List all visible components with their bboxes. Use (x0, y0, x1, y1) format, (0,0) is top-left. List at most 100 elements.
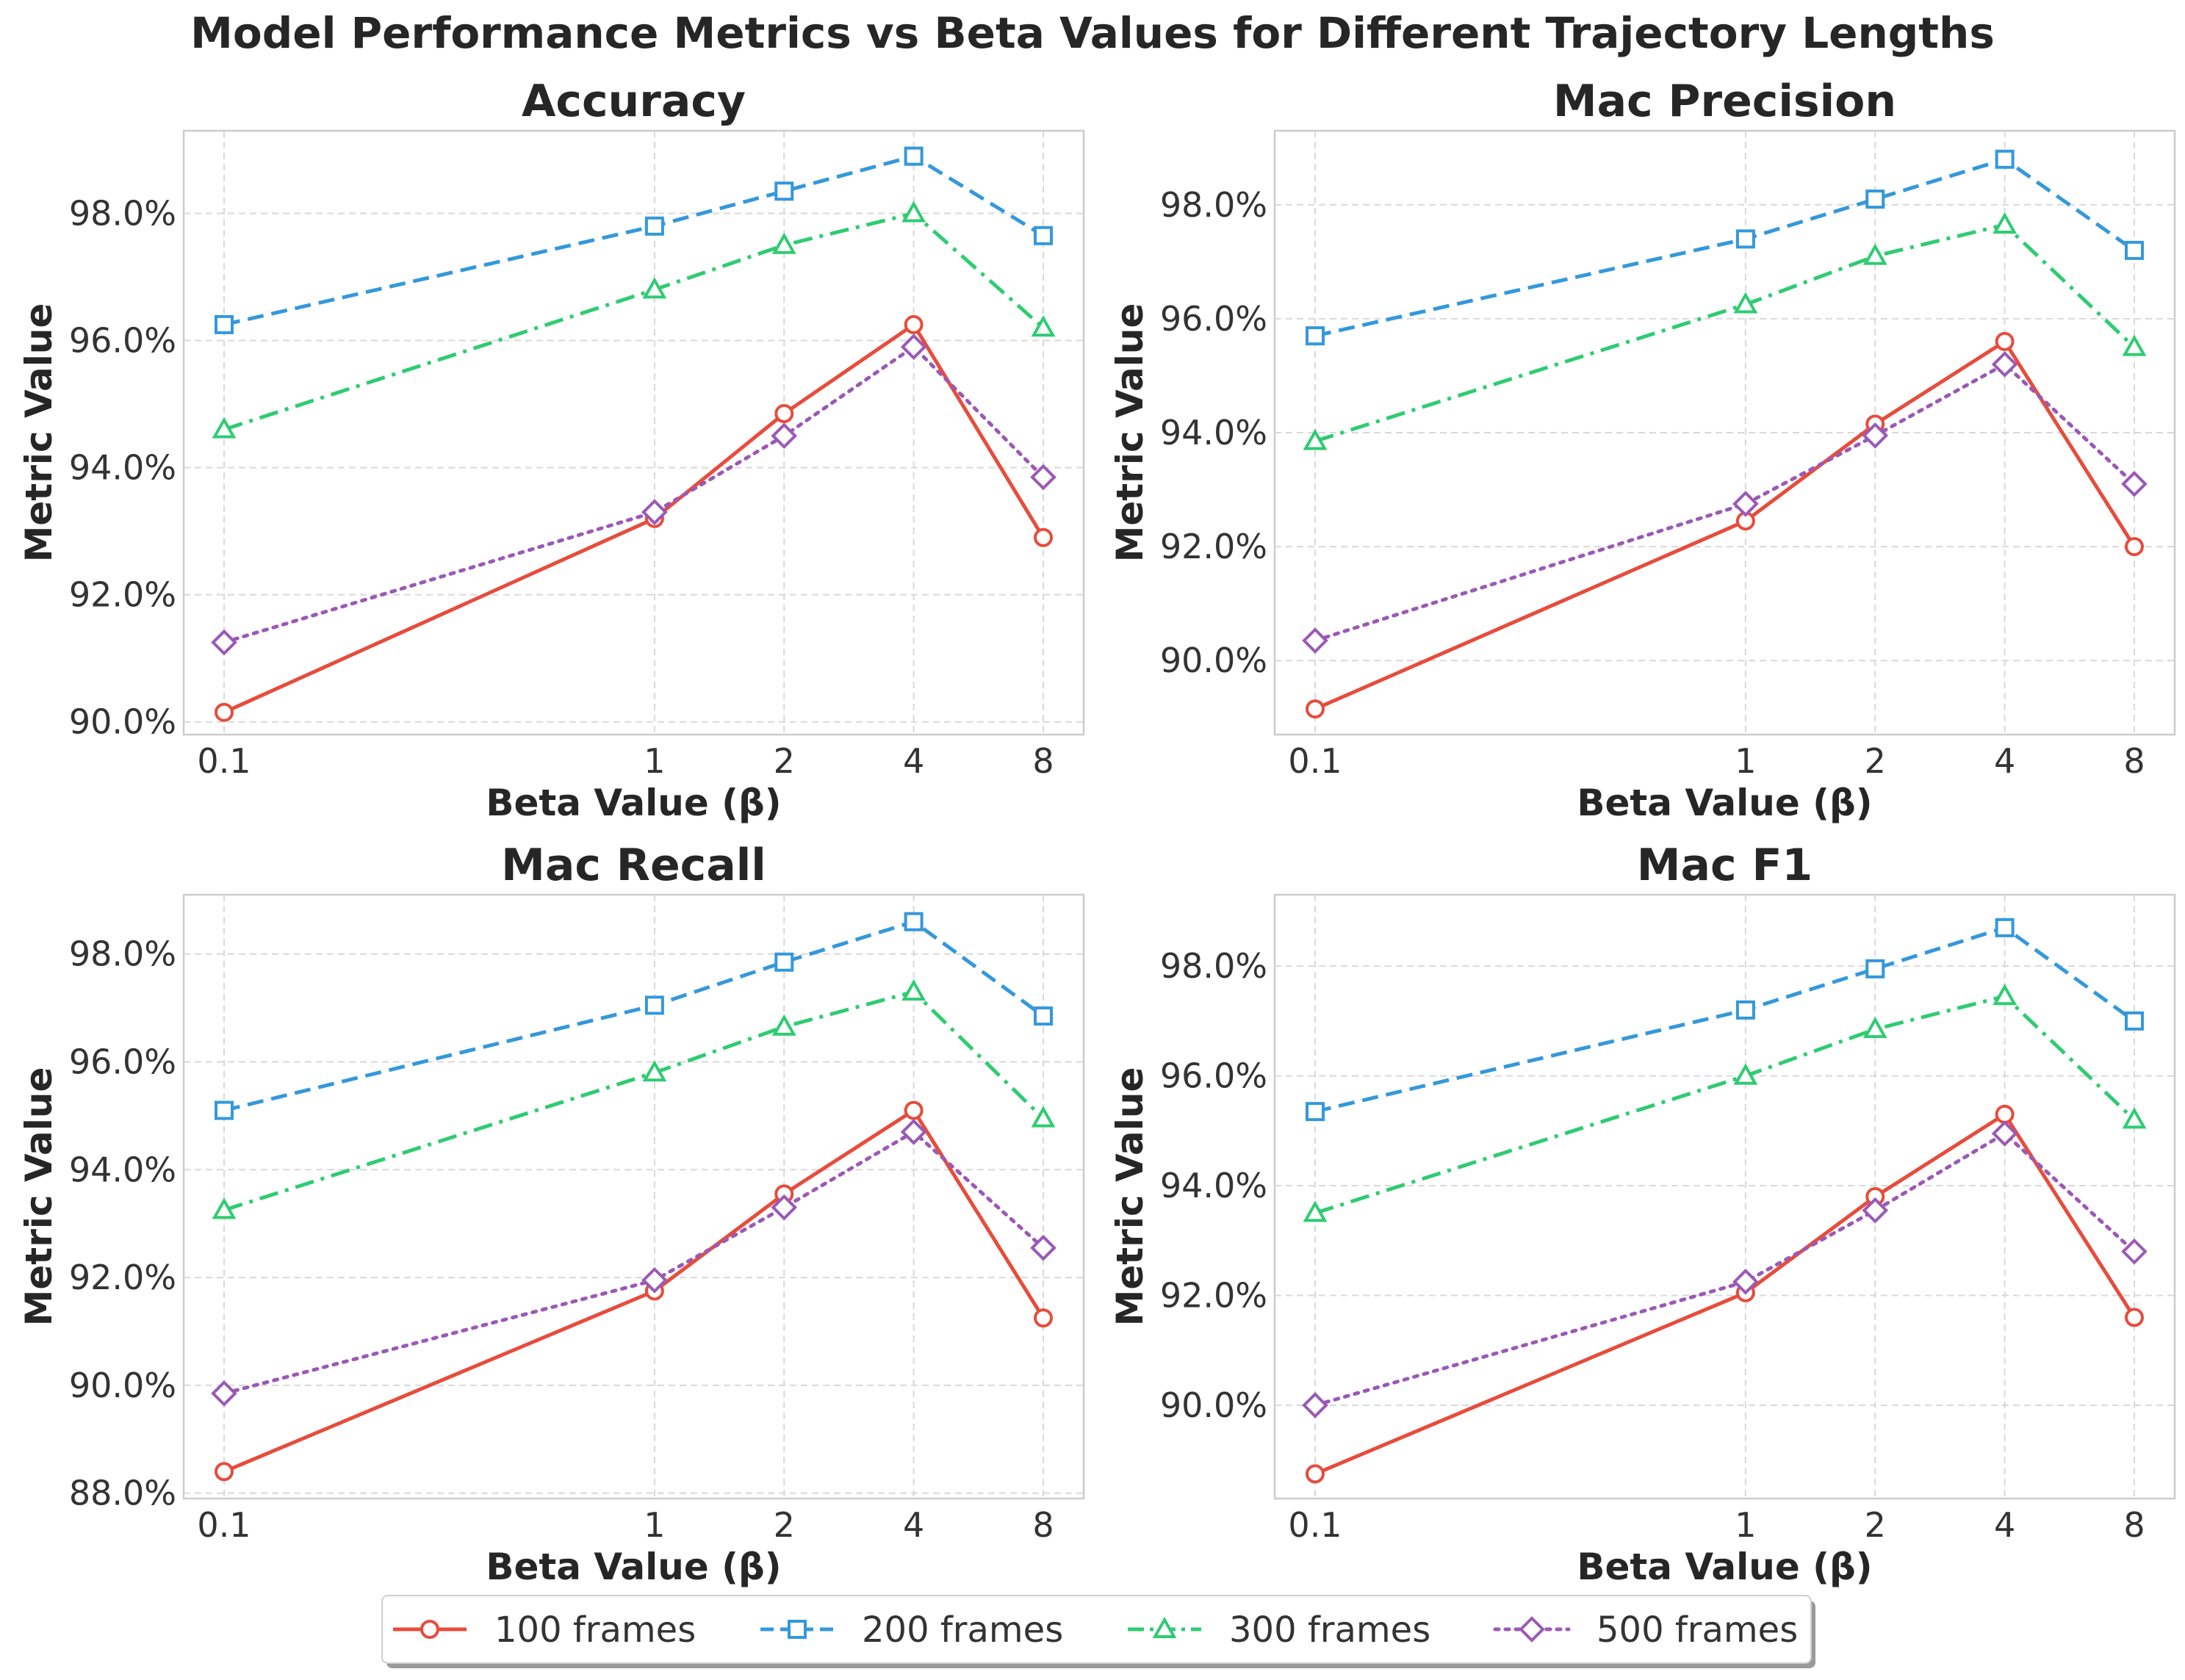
y-tick-label: 92.0% (1160, 1276, 1267, 1316)
plot-area (182, 129, 1085, 736)
data-point (771, 422, 798, 450)
subplot-mac-precision: 90.0% 92.0% 94.0% 96.0% 98.0% 0.1 1 2 4 8 Mac Prec… (1109, 76, 2176, 824)
y-tick-label: 90.0% (69, 1366, 176, 1405)
y-tick-label: 96.0% (69, 1042, 176, 1082)
data-point (215, 314, 234, 334)
y-axis-label: Metric Value (18, 1067, 60, 1327)
series-100-frames (215, 314, 1053, 722)
y-tick-label: 96.0% (1160, 299, 1267, 339)
x-tick-label: 4 (903, 1505, 924, 1545)
data-point (904, 1100, 924, 1120)
legend-marker (788, 1620, 807, 1639)
x-tick-label: 2 (1865, 741, 1886, 781)
data-point (1865, 959, 1885, 978)
data-point (211, 629, 237, 656)
data-point (2125, 537, 2144, 557)
data-point (1034, 1308, 1053, 1328)
data-point (904, 146, 924, 166)
y-tick-label: 98.0% (69, 934, 176, 974)
series-line (223, 920, 1045, 1113)
data-point (1030, 464, 1056, 491)
subplot-title: Mac F1 (1637, 840, 1813, 891)
x-axis-label: Beta Value (β) (486, 1546, 781, 1588)
x-tick-label: 0.1 (197, 1505, 251, 1545)
data-point (2122, 334, 2147, 356)
legend-label: 300 frames (1229, 1609, 1430, 1651)
x-tick-label: 4 (1994, 1505, 2015, 1545)
data-point (1733, 1063, 1758, 1085)
data-point (2121, 470, 2148, 497)
legend-marker (1152, 1616, 1177, 1638)
data-point (1993, 212, 2017, 234)
data-point (1306, 326, 1325, 346)
data-point (641, 1266, 668, 1294)
series-100-frames (1306, 1104, 2144, 1484)
data-point (1993, 984, 2017, 1006)
data-point (1995, 1104, 2015, 1124)
data-point (644, 995, 664, 1015)
data-point (1306, 1464, 1325, 1484)
x-tick-label: 2 (774, 1505, 795, 1545)
y-tick-label: 94.0% (1160, 1166, 1267, 1205)
data-point (1732, 1268, 1759, 1295)
data-point (644, 216, 664, 236)
y-tick-label: 98.0% (69, 193, 176, 233)
data-point (215, 702, 234, 722)
y-tick-label: 88.0% (69, 1474, 176, 1513)
data-point (1862, 1017, 1887, 1039)
data-point (211, 1380, 237, 1407)
data-point (1733, 292, 1758, 314)
data-point (1735, 229, 1755, 249)
data-point (1865, 190, 1885, 209)
legend-item: 500 frames (1493, 1609, 1798, 1651)
data-point (2122, 1107, 2147, 1129)
series-line (1314, 157, 2136, 338)
data-point (901, 201, 926, 223)
data-point (2125, 1011, 2144, 1031)
x-tick-label: 8 (1032, 741, 1054, 781)
y-tick-label: 94.0% (69, 1150, 176, 1189)
data-point (1862, 422, 1889, 449)
data-point (1732, 491, 1759, 517)
y-tick-label: 90.0% (1160, 1385, 1267, 1425)
data-point (1995, 331, 2015, 351)
data-point (1991, 1120, 2018, 1147)
y-axis-label: Metric Value (1109, 303, 1151, 563)
x-tick-label: 0.1 (197, 741, 251, 781)
data-point (1306, 699, 1325, 719)
series-200-frames (215, 146, 1053, 334)
data-point (900, 1119, 927, 1145)
y-axis-label: Metric Value (1109, 1067, 1151, 1327)
series-300-frames (212, 979, 1056, 1219)
data-point (1034, 527, 1053, 547)
series-200-frames (1306, 917, 2144, 1122)
data-point (2125, 1308, 2144, 1327)
y-tick-label: 92.0% (69, 1258, 176, 1297)
legend-marker (420, 1620, 439, 1639)
data-point (1303, 428, 1328, 450)
subplot-title: Mac Precision (1553, 76, 1896, 127)
data-point (1862, 243, 1887, 265)
data-point (1034, 226, 1053, 245)
data-point (642, 277, 667, 299)
subplot-accuracy: 90.0% 92.0% 94.0% 96.0% 98.0% 0.1 1 2 4 8 Accuracy… (18, 76, 1085, 824)
data-point (904, 912, 924, 931)
series-100-frames (215, 1100, 1053, 1482)
data-point (1991, 351, 2018, 378)
series-500-frames (211, 334, 1056, 656)
x-axis-label: Beta Value (β) (1577, 782, 1872, 824)
legend-label: 200 frames (862, 1609, 1063, 1651)
data-point (1030, 1234, 1056, 1261)
legend-item: 100 frames (393, 1609, 696, 1651)
subplot-title: Accuracy (522, 76, 746, 127)
data-point (771, 232, 796, 254)
x-tick-label: 2 (774, 741, 795, 781)
data-point (774, 952, 794, 972)
series-200-frames (1306, 149, 2144, 346)
legend-box (381, 1595, 1812, 1664)
data-point (1303, 1200, 1328, 1222)
subplots: 90.0% 92.0% 94.0% 96.0% 98.0% 0.1 1 2 4 8 Accuracy… (18, 76, 2176, 1588)
x-tick-label: 8 (1032, 1505, 1054, 1545)
y-tick-label: 90.0% (69, 702, 176, 742)
